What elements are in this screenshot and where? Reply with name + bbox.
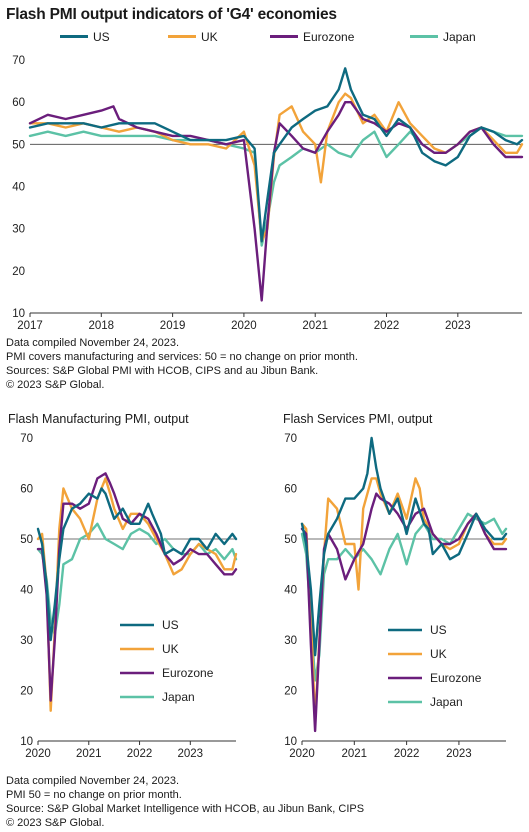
- top-legend: US UK Eurozone Japan: [60, 30, 520, 48]
- legend-swatch-eurozone: [270, 35, 298, 39]
- note-line: Data compiled November 24, 2023.: [6, 775, 180, 787]
- y-tick-label: 20: [284, 686, 297, 698]
- y-tick-label: 40: [20, 585, 33, 597]
- legend-swatch-us: [60, 35, 88, 39]
- y-tick-label: 10: [12, 308, 25, 320]
- manufacturing-chart-title: Flash Manufacturing PMI, output: [8, 412, 189, 426]
- y-tick-label: 30: [12, 224, 25, 236]
- y-tick-label: 40: [12, 182, 25, 194]
- y-tick-label: 50: [12, 139, 25, 151]
- note-line: Source: S&P Global Market Intelligence w…: [6, 803, 365, 815]
- series-line-us: [36, 487, 238, 642]
- chart-title: Flash PMI output indicators of 'G4' econ…: [6, 6, 337, 23]
- x-tick-label: 2020: [289, 748, 315, 760]
- y-tick-label: 20: [12, 266, 25, 278]
- x-tick-label: 2023: [445, 320, 471, 332]
- legend-label-eurozone: Eurozone: [430, 671, 482, 685]
- series-line-uk: [28, 92, 524, 243]
- y-tick-label: 40: [284, 585, 297, 597]
- legend-label-japan: Japan: [443, 30, 476, 44]
- x-tick-label: 2022: [394, 748, 420, 760]
- y-tick-label: 50: [20, 534, 33, 546]
- y-tick-label: 30: [20, 635, 33, 647]
- series-line-eurozone: [300, 492, 508, 733]
- main-pmi-chart: 10 20 30 40 50 60 70 2017 2018 2019 2020 2021 2022 20…: [12, 55, 524, 332]
- manufacturing-pmi-chart: 10 20 30 40 50 60 70 2020 2021 2022 2023 US UK Eurozo…: [20, 433, 238, 760]
- y-tick-label: 10: [284, 736, 297, 748]
- x-tick-label: 2019: [160, 320, 186, 332]
- legend-label-uk: UK: [162, 642, 179, 656]
- legend-label-japan: Japan: [430, 695, 463, 709]
- legend-label-uk: UK: [201, 30, 218, 44]
- y-tick-label: 30: [284, 635, 297, 647]
- y-tick-label: 70: [284, 433, 297, 445]
- legend-swatch-uk: [168, 35, 196, 39]
- legend-item-japan: Japan: [410, 30, 476, 44]
- y-tick-label: 50: [284, 534, 297, 546]
- y-tick-label: 20: [20, 686, 33, 698]
- x-tick-label: 2021: [76, 748, 102, 760]
- services-chart-title: Flash Services PMI, output: [283, 412, 433, 426]
- series-line-eurozone: [28, 100, 524, 302]
- x-tick-label: 2020: [25, 748, 51, 760]
- y-tick-label: 10: [20, 736, 33, 748]
- note-line: © 2023 S&P Global.: [6, 817, 105, 829]
- x-tick-label: 2021: [342, 748, 368, 760]
- legend-label-us: US: [430, 623, 447, 637]
- x-tick-label: 2022: [374, 320, 400, 332]
- x-tick-label: 2021: [302, 320, 328, 332]
- series-line-us: [28, 67, 524, 243]
- note-line: Data compiled November 24, 2023.: [6, 337, 180, 349]
- legend-label-japan: Japan: [162, 690, 195, 704]
- legend-item-us: US: [60, 30, 110, 44]
- legend-label-us: US: [162, 618, 179, 632]
- note-line: PMI covers manufacturing and services: 5…: [6, 351, 358, 363]
- x-tick-label: 2022: [127, 748, 153, 760]
- note-line: PMI 50 = no change on prior month.: [6, 789, 182, 801]
- note-line: Sources: S&P Global PMI with HCOB, CIPS …: [6, 365, 319, 377]
- y-tick-label: 60: [20, 484, 33, 496]
- y-tick-label: 60: [12, 97, 25, 109]
- x-tick-label: 2023: [178, 748, 204, 760]
- legend-item-eurozone: Eurozone: [270, 30, 354, 44]
- y-tick-label: 60: [284, 484, 297, 496]
- notes-bottom: Data compiled November 24, 2023. PMI 50 …: [6, 774, 364, 830]
- legend-label-eurozone: Eurozone: [303, 30, 355, 44]
- series-line-japan: [36, 522, 238, 637]
- legend-label-us: US: [93, 30, 110, 44]
- legend-swatch-japan: [410, 35, 438, 39]
- series-line-us: [300, 436, 508, 657]
- services-pmi-chart: 10 20 30 40 50 60 70 2020 2021 2022 2023 US UK Eurozo…: [284, 433, 508, 760]
- x-tick-label: 2018: [89, 320, 115, 332]
- x-tick-label: 2023: [446, 748, 472, 760]
- y-tick-label: 70: [12, 55, 25, 67]
- legend-label-uk: UK: [430, 647, 447, 661]
- x-tick-label: 2020: [231, 320, 257, 332]
- legend-label-eurozone: Eurozone: [162, 666, 214, 680]
- legend-item-uk: UK: [168, 30, 218, 44]
- y-tick-label: 70: [20, 433, 33, 445]
- notes-top: Data compiled November 24, 2023. PMI cov…: [6, 336, 358, 392]
- note-line: © 2023 S&P Global.: [6, 379, 105, 391]
- x-tick-label: 2017: [17, 320, 43, 332]
